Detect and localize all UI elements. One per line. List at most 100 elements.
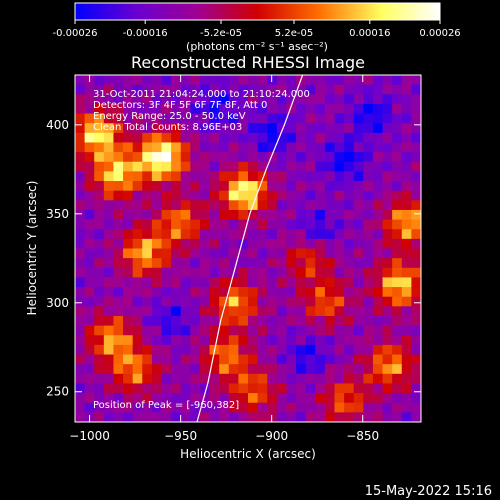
heatmap-cell (315, 152, 326, 163)
heatmap-cell (248, 373, 259, 385)
heatmap-cell (276, 287, 288, 298)
heatmap-cell (190, 84, 201, 95)
heatmap-cell (334, 229, 345, 240)
heatmap-cell (161, 296, 172, 307)
heatmap-cell (276, 344, 288, 356)
heatmap-cell (334, 287, 345, 298)
heatmap-cell (296, 296, 307, 307)
heatmap-cell (199, 229, 211, 240)
heatmap-cell (219, 306, 230, 317)
heatmap-cell (161, 287, 172, 298)
heatmap-cell (84, 142, 95, 153)
heatmap-cell (363, 219, 374, 230)
heatmap-cell (161, 181, 172, 192)
heatmap-cell (75, 354, 86, 365)
heatmap-cell (84, 190, 95, 201)
heatmap-cell (84, 209, 95, 221)
heatmap-cell (315, 296, 326, 307)
heatmap-cell (401, 229, 412, 240)
heatmap-cell (267, 132, 278, 144)
heatmap-cell (209, 287, 220, 298)
y-tick-label: 300 (46, 296, 69, 310)
heatmap-cell (257, 296, 268, 307)
heatmap-cell (75, 152, 86, 163)
heatmap-cell (180, 296, 191, 307)
heatmap-cell (382, 152, 393, 163)
heatmap-cell (132, 152, 143, 163)
heatmap-cell (199, 325, 211, 336)
heatmap-cell (372, 402, 384, 413)
heatmap-cell (103, 161, 115, 172)
heatmap-cell (190, 344, 201, 356)
heatmap-cell (411, 393, 421, 404)
heatmap-cell (94, 84, 105, 95)
x-axis-label: Heliocentric X (arcsec) (180, 447, 316, 461)
heatmap-cell (257, 103, 268, 115)
heatmap-cell (123, 161, 134, 172)
heatmap-cell (363, 171, 374, 182)
heatmap-cell (123, 142, 134, 153)
heatmap-cell (123, 181, 134, 192)
heatmap-cell (171, 229, 182, 240)
heatmap-cell (363, 267, 374, 279)
heatmap-cell (219, 142, 230, 153)
heatmap-cell (132, 267, 143, 279)
heatmap-cell (161, 132, 172, 144)
heatmap-cell (296, 219, 307, 230)
heatmap-cell (276, 103, 288, 115)
heatmap-cell (305, 277, 316, 288)
heatmap-cell (353, 258, 364, 269)
heatmap-cell (276, 209, 288, 221)
heatmap-cell (161, 200, 172, 211)
heatmap-cell (228, 354, 239, 365)
heatmap-cell (363, 94, 374, 105)
heatmap-cell (315, 200, 326, 211)
heatmap-cell (142, 142, 153, 153)
heatmap-cell (334, 296, 345, 307)
heatmap-cell (190, 161, 201, 172)
heatmap-cell (267, 267, 278, 279)
heatmap-cell (142, 238, 153, 250)
heatmap-cell (411, 383, 421, 394)
heatmap-cell (103, 306, 115, 317)
heatmap-cell (324, 325, 336, 336)
heatmap-cell (219, 84, 230, 95)
heatmap-cell (411, 344, 421, 356)
heatmap-cell (411, 209, 421, 221)
heatmap-cell (132, 402, 143, 413)
heatmap-cell (142, 325, 153, 336)
heatmap-cell (286, 132, 297, 144)
heatmap-cell (161, 383, 172, 394)
heatmap-cell (382, 267, 393, 279)
heatmap-cell (334, 152, 345, 163)
heatmap-cell (113, 364, 124, 375)
heatmap-cell (75, 306, 86, 317)
heatmap-cell (257, 209, 268, 221)
heatmap-cell (344, 258, 355, 269)
heatmap-cell (401, 354, 412, 365)
heatmap-cell (305, 161, 316, 172)
heatmap-cell (363, 123, 374, 134)
heatmap-cell (315, 393, 326, 404)
heatmap-cell (372, 248, 384, 259)
heatmap-cell (344, 296, 355, 307)
heatmap-cell (267, 373, 278, 385)
heatmap-cell (286, 267, 297, 279)
heatmap-cell (123, 152, 134, 163)
heatmap-cell (363, 132, 374, 144)
heatmap-cell (315, 335, 326, 346)
heatmap-cell (161, 75, 172, 86)
heatmap-cell (276, 335, 288, 346)
heatmap-cell (315, 123, 326, 134)
heatmap-cell (103, 219, 115, 230)
heatmap-cell (219, 94, 230, 105)
heatmap-cell (276, 383, 288, 394)
heatmap-cell (75, 113, 86, 124)
heatmap-cell (180, 113, 191, 124)
heatmap-cell (219, 277, 230, 288)
heatmap-cell (353, 402, 364, 413)
heatmap-cell (315, 364, 326, 375)
heatmap-cell (401, 248, 412, 259)
heatmap-cell (334, 325, 345, 336)
heatmap-cell (315, 402, 326, 413)
